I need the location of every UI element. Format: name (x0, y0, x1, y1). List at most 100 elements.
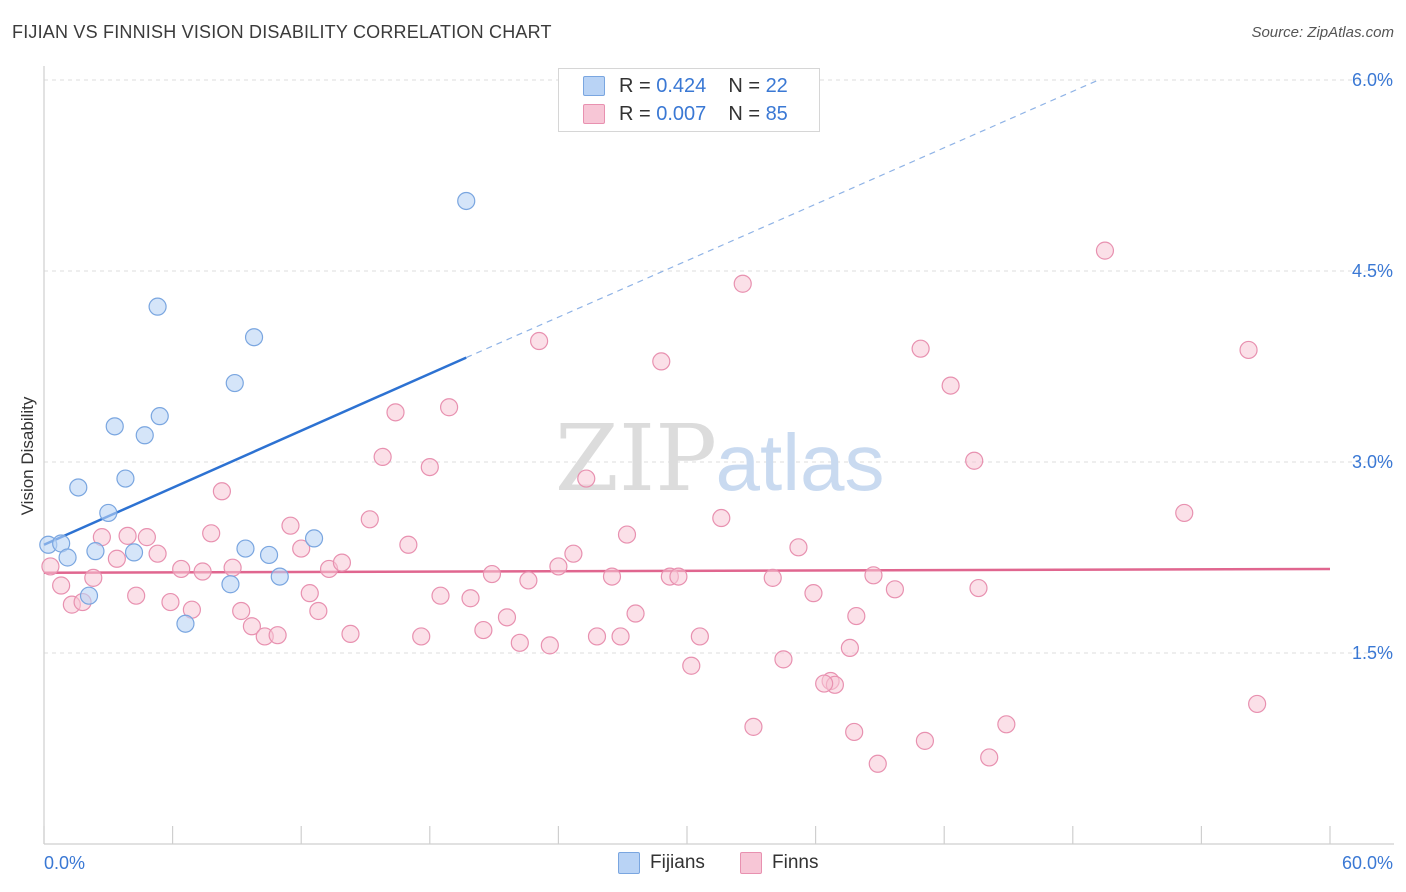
watermark: ZIP atlas (555, 405, 885, 512)
gridlines (44, 79, 1394, 654)
finns-point (341, 624, 360, 644)
finns-point (292, 539, 311, 558)
finns-point (300, 584, 319, 603)
finns-point (497, 608, 517, 627)
finns-point (439, 398, 459, 417)
finns-point (969, 578, 988, 598)
finns-point (202, 524, 221, 543)
finns-point (577, 469, 596, 488)
finns-point (360, 510, 379, 529)
fijians-n-value: 22 (765, 74, 788, 97)
finns-swatch (583, 104, 605, 124)
finns-point (242, 617, 262, 636)
fijians-point (259, 545, 279, 565)
legend-item-fijians[interactable]: Fijians (618, 852, 705, 874)
fijians-points (39, 191, 476, 633)
finns-point (420, 457, 439, 477)
finns-point (840, 638, 859, 658)
stats-legend: R = 0.424 N = 22 R = 0.007 N = 85 (558, 68, 820, 132)
finns-point (652, 352, 671, 371)
fijians-swatch (583, 76, 605, 96)
finns-point (172, 559, 191, 579)
watermark-atlas: atlas (716, 418, 885, 507)
finns-point (911, 339, 930, 358)
x-tick-label-min: 0.0% (44, 853, 85, 873)
finns-legend-swatch (740, 852, 762, 874)
finns-point (885, 580, 905, 599)
fijians-point (116, 469, 135, 488)
finns-point (587, 627, 607, 646)
fijians-point (457, 191, 476, 211)
fijians-point (270, 567, 289, 586)
finns-point (461, 589, 480, 608)
finns-point (332, 553, 352, 572)
fijians-point (69, 478, 88, 497)
legend-row-finns: R = 0.007 N = 85 (583, 101, 788, 127)
fijians-point (150, 407, 169, 426)
fijians-trend-extension (465, 79, 1099, 359)
finns-point (474, 620, 493, 640)
legend-row-fijians: R = 0.424 N = 22 (583, 73, 788, 99)
watermark-zip: ZIP (555, 405, 717, 512)
finns-point (669, 567, 688, 586)
finns-legend-label: Finns (772, 852, 819, 873)
r-label: R = (619, 102, 651, 125)
n-label: N = (728, 102, 760, 125)
finns-point (309, 601, 328, 621)
finns-point (386, 403, 405, 422)
finns-point (915, 731, 935, 750)
finns-point (412, 627, 431, 646)
finns-point (864, 566, 883, 585)
finns-point (137, 528, 156, 547)
fijians-point (124, 543, 144, 562)
finns-point (774, 650, 793, 669)
finns-point (482, 564, 502, 584)
finns-point (281, 516, 300, 535)
finns-point (268, 626, 287, 645)
y-tick-label: 1.5% (1352, 643, 1393, 663)
finns-point (763, 568, 782, 587)
finns-point (602, 567, 622, 586)
finns-point (52, 576, 71, 595)
finns-point (1175, 503, 1194, 523)
n-label: N = (728, 74, 760, 97)
x-tick-label-max: 60.0% (1342, 853, 1393, 873)
finns-point (530, 331, 549, 351)
finns-point (815, 674, 834, 693)
finns-point (519, 571, 538, 590)
finns-trend-line (43, 567, 1331, 575)
chart-title: FIJIAN VS FINNISH VISION DISABILITY CORR… (12, 22, 552, 42)
finns-point (617, 525, 637, 544)
legend-item-finns[interactable]: Finns (740, 852, 818, 874)
finns-point (690, 627, 709, 646)
finns-point (549, 557, 568, 576)
finns-point (118, 526, 137, 545)
finns-point (540, 636, 559, 655)
y-tick-label: 6.0% (1352, 70, 1393, 90)
y-tick-label: 3.0% (1352, 452, 1393, 472)
finns-point (232, 601, 251, 621)
chart-source: Source: ZipAtlas.com (1251, 24, 1394, 41)
finns-point (373, 447, 392, 467)
finns-point (626, 604, 645, 623)
finns-point (845, 722, 864, 742)
fijians-point (135, 426, 154, 445)
fijians-point (148, 297, 167, 316)
finns-point (223, 558, 242, 577)
finns-r-value: 0.007 (656, 102, 707, 125)
finns-point (980, 748, 999, 767)
fijians-point (244, 328, 264, 347)
axes (43, 66, 1394, 845)
finns-point (744, 717, 763, 736)
r-label: R = (619, 74, 651, 97)
finns-point (611, 627, 630, 646)
fijians-point (221, 575, 240, 594)
fijians-legend-label: Fijians (650, 852, 705, 873)
fijians-point (86, 542, 105, 561)
fijians-point (176, 614, 195, 633)
series-legend: Fijians Finns (0, 852, 1406, 878)
fijians-point (58, 548, 77, 567)
finns-point (1095, 241, 1115, 260)
finns-point (1239, 340, 1258, 360)
